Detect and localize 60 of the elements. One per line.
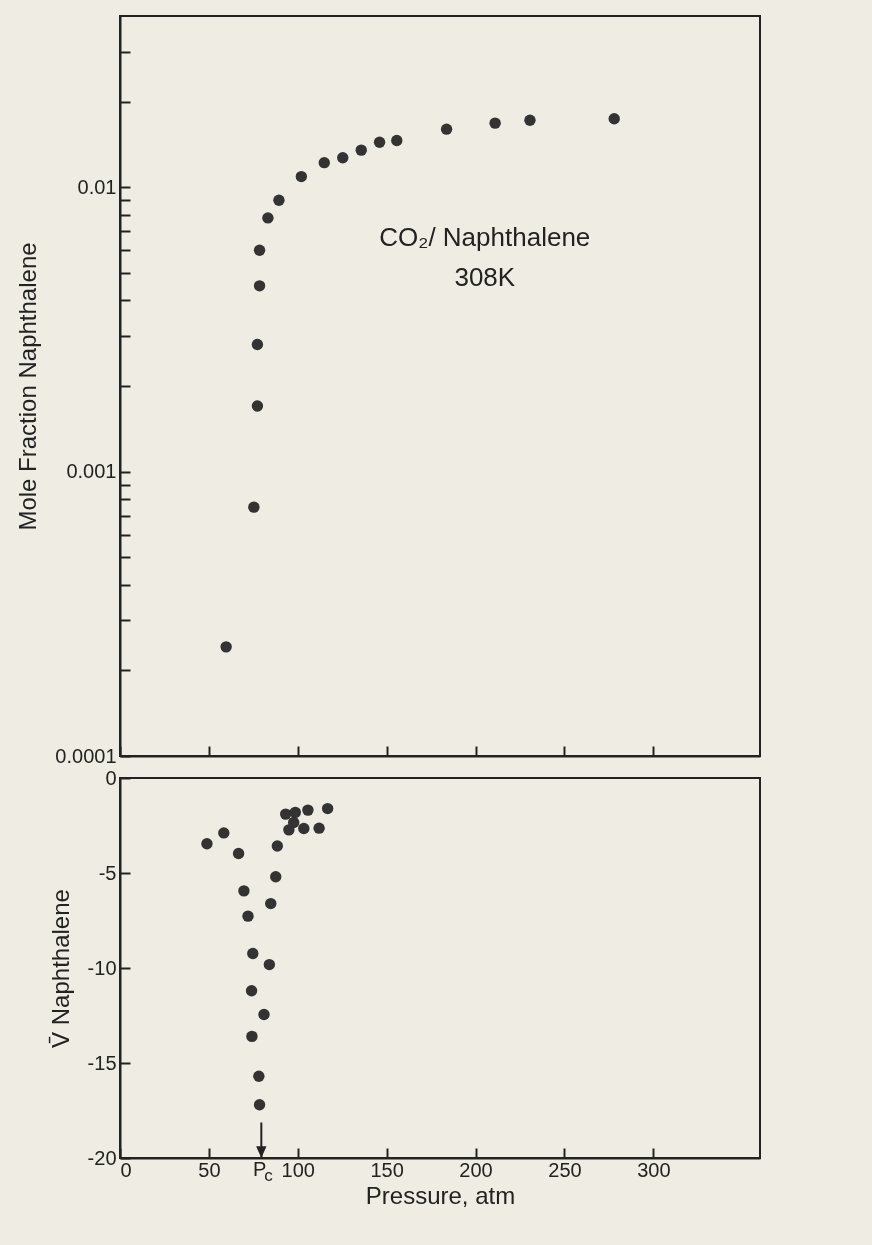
y-tick-label: -5 [98,861,117,884]
point [440,123,453,135]
point [373,136,386,148]
point [253,1070,265,1082]
point [253,244,266,256]
point [289,806,301,819]
x-tick-label: 150 [370,1158,404,1181]
point [262,212,274,224]
y-tick-label: 0 [105,766,117,789]
y-tick-label: 0.001 [66,460,117,483]
y-axis-title: Mole Fraction Naphthalene [14,242,42,531]
point [251,400,264,412]
x-axis-title: Pressure, atm [365,1181,516,1209]
annotation: CO₂/ Naphthalene [379,222,591,252]
point [247,947,259,960]
point [242,910,254,922]
point [287,816,300,829]
x-tick-label: 100 [281,1158,315,1181]
point [318,156,330,169]
point [524,114,536,126]
point [270,871,282,883]
x-tick-label: 0 [120,1158,132,1181]
x-tick-label: 300 [637,1158,671,1181]
point [251,338,264,351]
y-axis-title: V̄ Naphthalene [46,889,74,1048]
point [273,194,285,206]
y-tick-label: 0.01 [77,175,117,198]
point [271,840,284,852]
point [201,838,213,850]
x-tick-label: 250 [548,1158,582,1181]
y-tick-label: -20 [87,1146,117,1169]
point [248,501,260,513]
point [253,1099,266,1111]
y-tick-label: -15 [87,1051,117,1074]
point [232,847,245,860]
point [238,885,250,897]
point [263,958,276,971]
point [302,804,314,816]
point [295,170,308,183]
point [298,822,310,835]
point [246,1030,258,1043]
point [355,144,367,156]
y-tick-label: -10 [87,956,117,979]
point [220,641,232,653]
point [313,822,325,834]
point [608,113,620,125]
point [245,985,258,997]
point [337,152,349,164]
annotation: 308K [454,262,516,292]
y-tick-label: 0.0001 [55,744,117,767]
x-tick-label: 200 [459,1158,493,1181]
point [253,280,266,292]
point [321,802,334,815]
point [265,897,277,910]
point [258,1008,270,1021]
point [489,117,501,129]
point [218,827,230,839]
x-tick-label: 50 [198,1158,221,1181]
point [279,808,292,820]
point [391,134,403,147]
